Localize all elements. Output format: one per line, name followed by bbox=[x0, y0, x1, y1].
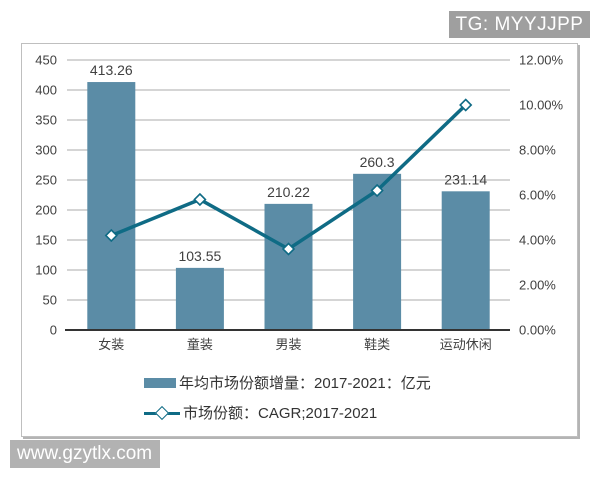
left-axis-tick-label: 300 bbox=[35, 143, 57, 158]
left-axis-tick-label: 350 bbox=[35, 113, 57, 128]
diamond-marker-icon bbox=[154, 405, 170, 420]
bar-value-label: 103.55 bbox=[178, 248, 221, 264]
left-axis-tick-label: 250 bbox=[35, 173, 57, 188]
left-axis-tick-label: 50 bbox=[43, 293, 57, 308]
line-series-swatch bbox=[144, 405, 180, 420]
bar-value-label: 413.26 bbox=[90, 62, 133, 78]
left-axis-tick-label: 450 bbox=[35, 53, 57, 68]
category-label: 童装 bbox=[187, 337, 213, 352]
bar-value-label: 231.14 bbox=[444, 171, 487, 187]
legend: 年均市场份额增量：2017-2021：亿元 市场份额：CAGR;2017-202… bbox=[144, 372, 431, 423]
category-label: 鞋类 bbox=[364, 337, 390, 352]
bar bbox=[441, 191, 490, 330]
left-axis-tick-label: 150 bbox=[35, 233, 57, 248]
category-label: 运动休闲 bbox=[440, 337, 492, 352]
right-axis-tick-label: 0.00% bbox=[519, 323, 556, 338]
diamond-marker-icon bbox=[459, 98, 473, 112]
diamond-marker-icon bbox=[104, 228, 118, 243]
bar bbox=[353, 173, 402, 330]
category-label: 男装 bbox=[275, 337, 301, 352]
bar bbox=[175, 267, 224, 330]
bar-value-label: 260.3 bbox=[360, 154, 395, 170]
right-axis-tick-label: 6.00% bbox=[519, 188, 556, 203]
chart-panel: 0 50 100 150 200 250 300 350 400 450 0.00% 2.00% 4.0… bbox=[21, 43, 578, 437]
diamond-marker-icon bbox=[281, 242, 296, 256]
bar-value-label: 210.22 bbox=[267, 184, 310, 200]
bar-series-swatch bbox=[144, 377, 176, 388]
left-axis-tick-label: 100 bbox=[35, 263, 57, 278]
legend-item-bar-series: 年均市场份额增量：2017-2021：亿元 bbox=[144, 372, 431, 393]
telegram-tag-badge: TG: MYYJJPP bbox=[449, 11, 590, 38]
right-axis-tick-label: 2.00% bbox=[519, 278, 556, 293]
category-label: 女装 bbox=[98, 337, 124, 352]
right-axis-tick-label: 4.00% bbox=[519, 233, 556, 248]
left-axis-tick-label: 200 bbox=[35, 203, 57, 218]
right-axis-tick-label: 12.00% bbox=[519, 53, 564, 68]
bar bbox=[264, 203, 313, 330]
legend-label-bar-series: 年均市场份额增量：2017-2021：亿元 bbox=[179, 375, 431, 392]
diamond-marker-icon bbox=[193, 192, 207, 207]
legend-item-line-series: 市场份额：CAGR;2017-2021 bbox=[144, 402, 431, 423]
right-axis-tick-label: 10.00% bbox=[519, 98, 564, 113]
diamond-marker-icon bbox=[370, 183, 384, 198]
left-axis-tick-label: 400 bbox=[35, 83, 57, 98]
left-axis-tick-label: 0 bbox=[50, 323, 57, 338]
bar bbox=[87, 82, 136, 330]
legend-label-line-series: 市场份额：CAGR;2017-2021 bbox=[183, 405, 378, 422]
chart-canvas: 0 50 100 150 200 250 300 350 400 450 0.00% 2.00% 4.0… bbox=[35, 53, 564, 353]
right-axis-tick-label: 8.00% bbox=[519, 143, 556, 158]
site-watermark: www.gzytlx.com bbox=[10, 440, 160, 468]
